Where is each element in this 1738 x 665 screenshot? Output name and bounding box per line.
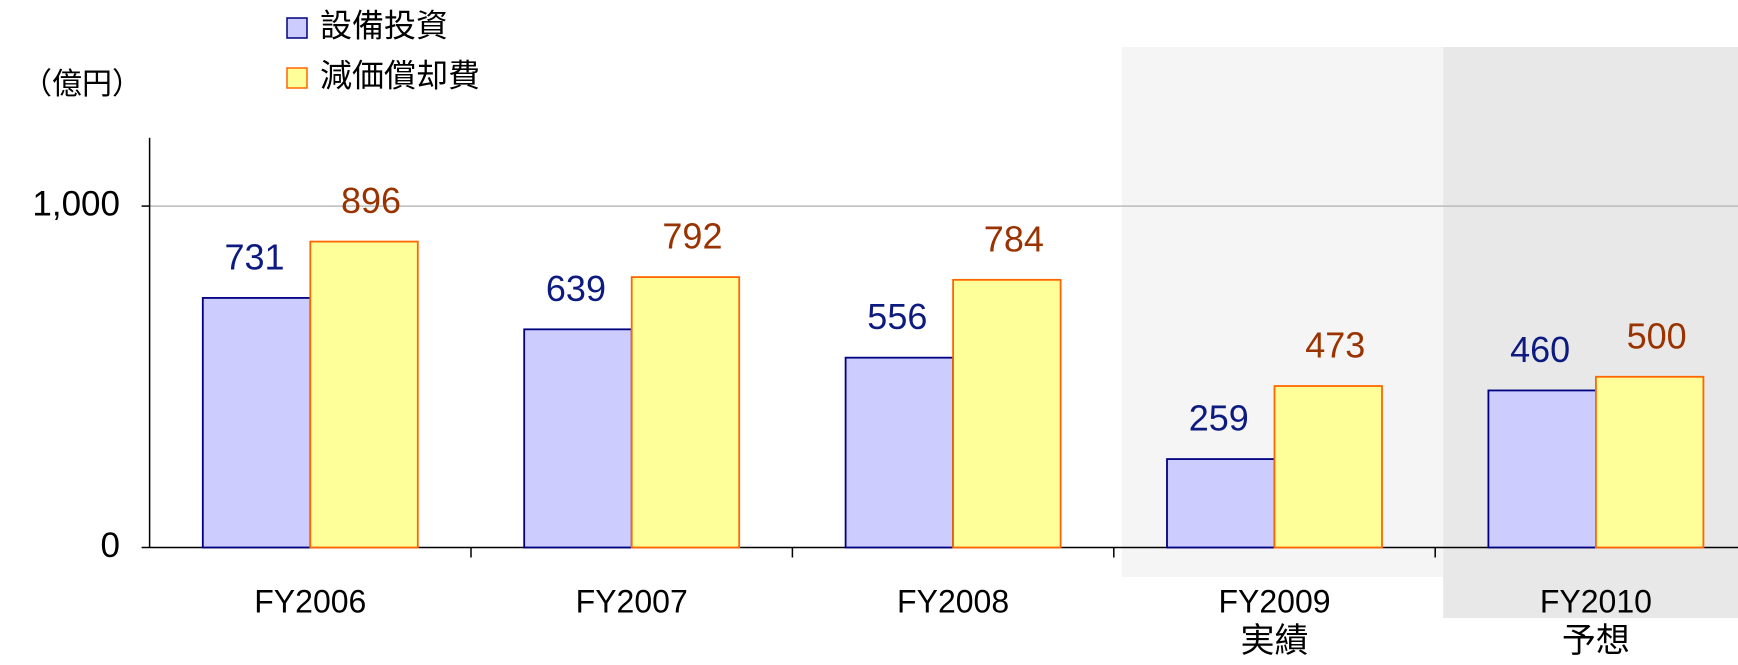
data-label: 460 <box>1510 329 1570 370</box>
bar <box>844 356 954 549</box>
y-tick-label: 0 <box>101 526 120 565</box>
data-label: 473 <box>1305 325 1365 366</box>
legend-label: 減価償却費 <box>320 57 480 93</box>
x-tick-label: FY2008 <box>897 583 1009 619</box>
bar <box>1595 375 1705 549</box>
bar <box>523 328 633 549</box>
bar <box>1487 389 1597 549</box>
data-label: 500 <box>1627 315 1687 356</box>
unit-label: （億円） <box>22 68 142 101</box>
x-tick-label: FY2009 <box>1218 583 1330 619</box>
x-tick-note: 予想 <box>1562 622 1630 660</box>
bar <box>201 297 312 549</box>
data-label: 639 <box>546 268 606 309</box>
x-tick-label: FY2007 <box>576 583 688 619</box>
bar <box>630 276 741 549</box>
data-label: 896 <box>341 180 401 221</box>
y-tick-label: 1,000 <box>32 184 120 223</box>
bar <box>1273 385 1383 549</box>
data-label: 556 <box>867 296 927 337</box>
bar <box>309 240 419 549</box>
x-tick-label: FY2006 <box>254 583 366 619</box>
data-label: 792 <box>662 216 722 257</box>
legend-swatch <box>286 67 308 89</box>
data-label: 784 <box>984 218 1044 259</box>
x-tick-label: FY2010 <box>1540 583 1652 619</box>
data-label: 259 <box>1189 398 1249 439</box>
legend-label: 設備投資 <box>320 7 448 43</box>
x-tick-note: 実績 <box>1241 622 1309 660</box>
data-label: 731 <box>225 236 285 277</box>
bar <box>1166 458 1276 549</box>
legend-swatch <box>286 17 308 39</box>
bar <box>952 278 1062 549</box>
